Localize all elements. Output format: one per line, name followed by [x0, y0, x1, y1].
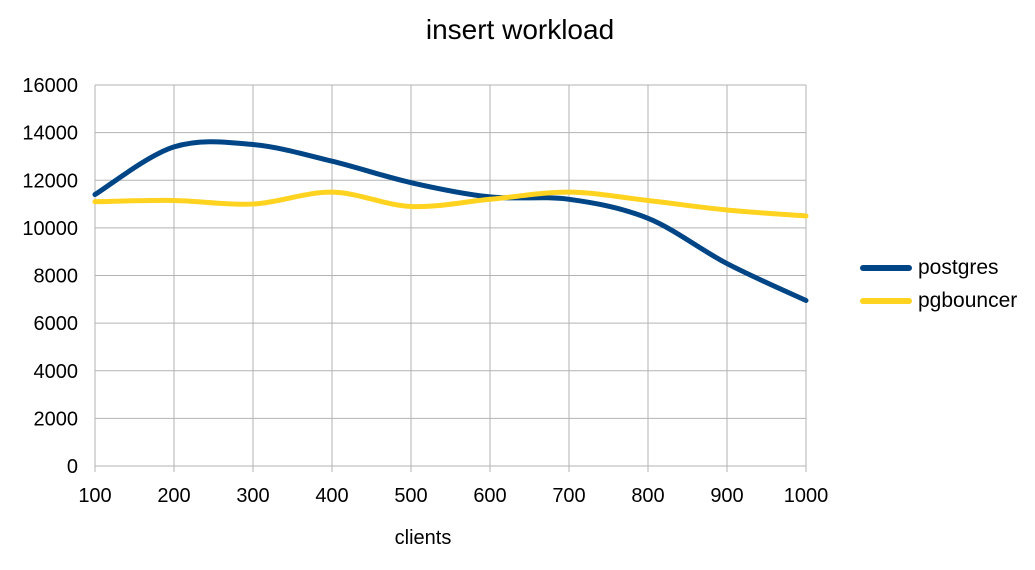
- y-tick-label: 8000: [34, 266, 79, 288]
- legend-label-pgbouncer: pgbouncer: [918, 289, 1018, 312]
- series-line-pgbouncer: [92, 189, 809, 219]
- y-tick-label: 4000: [34, 361, 79, 383]
- series-lines: [92, 139, 809, 304]
- x-tick-label: 300: [236, 485, 269, 507]
- y-tick-label: 6000: [34, 313, 79, 335]
- y-tick-label: 12000: [22, 170, 78, 192]
- y-tick-label: 2000: [34, 408, 79, 430]
- x-tick-label: 1000: [784, 485, 829, 507]
- series-line-postgres: [92, 139, 809, 304]
- x-tick-label: 200: [157, 485, 190, 507]
- x-tick-labels: 100 200 300 400 500 600 700 800 900 1000: [78, 485, 828, 507]
- x-axis-label: clients: [394, 527, 452, 549]
- x-tick-label: 400: [315, 485, 348, 507]
- y-tick-labels: 0 2000 4000 6000 8000 10000 12000 14000 16000: [22, 75, 78, 478]
- y-tick-label: 0: [67, 456, 78, 478]
- legend-swatch-pgbouncer: [860, 298, 912, 304]
- x-tick-label: 900: [710, 485, 743, 507]
- x-tick-label: 100: [78, 485, 111, 507]
- y-tick-label: 10000: [22, 218, 78, 240]
- legend-label-postgres: postgres: [918, 256, 999, 279]
- legend-item-postgres: postgres: [860, 253, 999, 283]
- x-tick-label: 800: [631, 485, 664, 507]
- y-tick-label: 16000: [22, 75, 78, 97]
- x-tick-label: 500: [394, 485, 427, 507]
- x-tick-label: 700: [552, 485, 585, 507]
- legend-item-pgbouncer: pgbouncer: [860, 286, 1017, 316]
- chart-title: insert workload: [425, 14, 615, 45]
- legend-swatch-postgres: [860, 265, 912, 271]
- gridlines: [94, 84, 807, 472]
- x-tick-label: 600: [473, 485, 506, 507]
- y-tick-label: 14000: [22, 123, 78, 145]
